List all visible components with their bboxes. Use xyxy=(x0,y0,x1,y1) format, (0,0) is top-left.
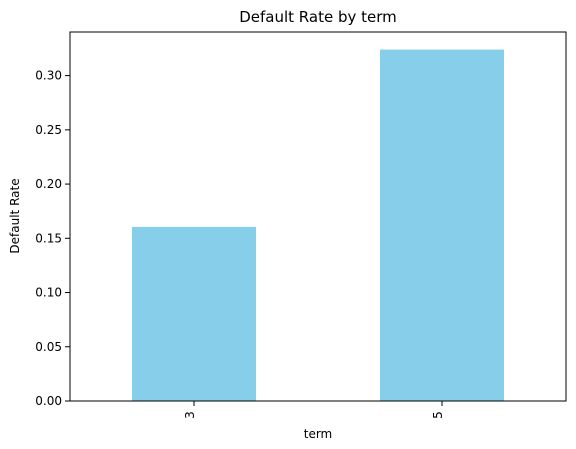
plot-frame xyxy=(69,31,567,402)
y-tick-label: 0.00 xyxy=(35,394,62,408)
bars xyxy=(132,49,504,401)
x-tick-label: 5 xyxy=(431,411,445,419)
y-tick-label: 0.10 xyxy=(35,286,62,300)
y-tick-label: 0.15 xyxy=(35,231,62,245)
x-tick-label: 3 xyxy=(183,411,197,419)
chart-title: Default Rate by term xyxy=(239,8,397,26)
y-axis: 0.00 0.05 0.10 0.15 0.20 0.25 0.30 xyxy=(35,69,70,408)
bar-term-5 xyxy=(380,49,504,401)
y-tick-label: 0.05 xyxy=(35,340,62,354)
x-axis-label: term xyxy=(304,427,333,441)
bar-term-3 xyxy=(132,226,256,401)
y-axis-label: Default Rate xyxy=(8,178,22,253)
y-tick-label: 0.20 xyxy=(35,177,62,191)
y-tick-label: 0.30 xyxy=(35,69,62,83)
y-tick-label: 0.25 xyxy=(35,123,62,137)
